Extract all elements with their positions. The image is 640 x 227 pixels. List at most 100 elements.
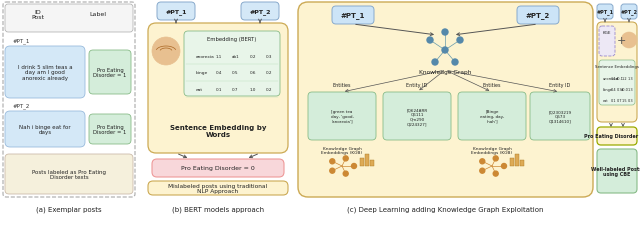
Circle shape xyxy=(502,164,506,169)
Circle shape xyxy=(442,48,448,54)
Text: Sentence Embeddings: Sentence Embeddings xyxy=(595,65,639,69)
Text: anorexia: anorexia xyxy=(196,55,215,59)
Text: Embedding (BERT): Embedding (BERT) xyxy=(207,37,257,42)
Text: binge: binge xyxy=(196,71,209,75)
Circle shape xyxy=(480,159,484,164)
Text: 1.5: 1.5 xyxy=(622,99,628,103)
FancyBboxPatch shape xyxy=(157,3,195,21)
Text: KGE: KGE xyxy=(603,31,611,35)
Text: 0.1: 0.1 xyxy=(611,99,616,103)
Text: [Binge
eating, day,
'nah']: [Binge eating, day, 'nah'] xyxy=(480,110,504,123)
Circle shape xyxy=(493,156,498,161)
Circle shape xyxy=(351,164,356,169)
Text: ID
Post: ID Post xyxy=(31,10,45,20)
Text: ab1: ab1 xyxy=(232,55,239,59)
Text: Sentence Embedding by
Words: Sentence Embedding by Words xyxy=(170,125,266,138)
Circle shape xyxy=(343,171,348,176)
FancyBboxPatch shape xyxy=(5,111,85,147)
Text: 0.2: 0.2 xyxy=(266,87,273,91)
Text: (a) Exemplar posts: (a) Exemplar posts xyxy=(36,206,102,212)
Text: 0.4: 0.4 xyxy=(215,71,221,75)
FancyBboxPatch shape xyxy=(148,181,288,195)
Text: +: + xyxy=(616,36,626,46)
FancyBboxPatch shape xyxy=(148,24,288,153)
Text: 1.3: 1.3 xyxy=(627,88,633,92)
Text: Well-labeled Posts
using CBE: Well-labeled Posts using CBE xyxy=(591,166,640,177)
Text: #PT_1: #PT_1 xyxy=(341,12,365,19)
FancyBboxPatch shape xyxy=(597,127,637,145)
FancyBboxPatch shape xyxy=(5,5,133,33)
Text: Entities: Entities xyxy=(333,83,351,88)
Text: #PT_1: #PT_1 xyxy=(13,38,30,44)
FancyBboxPatch shape xyxy=(184,32,280,96)
Text: [Q624ARR
Q6111
Qm290
Q224327]: [Q624ARR Q6111 Qm290 Q224327] xyxy=(406,108,428,125)
FancyBboxPatch shape xyxy=(517,7,559,25)
FancyBboxPatch shape xyxy=(530,93,590,140)
Text: Knowledge Graph
Embeddings (KGB): Knowledge Graph Embeddings (KGB) xyxy=(321,146,363,155)
Circle shape xyxy=(480,168,484,173)
Circle shape xyxy=(427,38,433,44)
Circle shape xyxy=(493,171,498,176)
Text: 1.1: 1.1 xyxy=(611,77,616,81)
Text: anorexia: anorexia xyxy=(603,77,618,81)
FancyBboxPatch shape xyxy=(152,159,284,177)
FancyBboxPatch shape xyxy=(5,154,133,194)
Text: eat: eat xyxy=(603,99,609,103)
Text: 0.5: 0.5 xyxy=(232,71,239,75)
Bar xyxy=(370,160,374,166)
Bar xyxy=(520,160,524,166)
Text: eat: eat xyxy=(196,87,203,91)
Text: binge: binge xyxy=(603,88,613,92)
Text: 0.6: 0.6 xyxy=(249,71,256,75)
Text: I drink 5 slim teas a
day am I good
anorexic already: I drink 5 slim teas a day am I good anor… xyxy=(18,64,72,81)
Text: #PT_1: #PT_1 xyxy=(596,9,614,15)
Bar xyxy=(510,158,514,166)
Text: 0.3: 0.3 xyxy=(616,88,622,92)
Circle shape xyxy=(152,38,180,66)
Text: 1.2: 1.2 xyxy=(622,77,628,81)
Text: Label: Label xyxy=(90,12,106,17)
Text: 0.7: 0.7 xyxy=(232,87,239,91)
Text: Posts labeled as Pro Eating
Disorder texts: Posts labeled as Pro Eating Disorder tex… xyxy=(32,169,106,180)
FancyBboxPatch shape xyxy=(308,93,376,140)
Circle shape xyxy=(330,168,335,173)
Text: 0.4: 0.4 xyxy=(611,88,616,92)
FancyBboxPatch shape xyxy=(458,93,526,140)
Text: Entity ID: Entity ID xyxy=(549,83,571,88)
Circle shape xyxy=(442,30,448,36)
Text: #PT_1: #PT_1 xyxy=(165,9,187,15)
Text: Nah i binge eat for
days: Nah i binge eat for days xyxy=(19,124,71,135)
FancyBboxPatch shape xyxy=(621,5,637,20)
Text: #PT_2: #PT_2 xyxy=(621,9,637,15)
Text: [green tea
day, 'good,
'anorexia']: [green tea day, 'good, 'anorexia'] xyxy=(331,110,353,123)
Text: Mislabeled posts using traditional
NLP Approach: Mislabeled posts using traditional NLP A… xyxy=(168,183,268,194)
Bar xyxy=(360,158,364,166)
FancyBboxPatch shape xyxy=(241,3,279,21)
Bar xyxy=(515,154,519,166)
FancyBboxPatch shape xyxy=(597,5,613,20)
FancyBboxPatch shape xyxy=(599,61,635,106)
Text: Entities: Entities xyxy=(483,83,501,88)
Text: Pro Eating
Disorder = 1: Pro Eating Disorder = 1 xyxy=(93,67,127,78)
Circle shape xyxy=(621,33,637,49)
Text: 0.2: 0.2 xyxy=(249,55,256,59)
Circle shape xyxy=(330,159,335,164)
Text: [Q2303219
Q573
Q1314610]: [Q2303219 Q573 Q1314610] xyxy=(548,110,572,123)
Text: 1.3: 1.3 xyxy=(627,77,633,81)
Text: #PT_2: #PT_2 xyxy=(13,103,30,108)
Text: 0.7: 0.7 xyxy=(616,99,622,103)
Circle shape xyxy=(457,38,463,44)
Text: (c) Deep Learning adding Knowledge Graph Exploitation: (c) Deep Learning adding Knowledge Graph… xyxy=(347,206,543,212)
Text: Pro Eating Disorder = 0: Pro Eating Disorder = 0 xyxy=(181,166,255,171)
FancyBboxPatch shape xyxy=(298,3,593,197)
Text: #PT_2: #PT_2 xyxy=(249,9,271,15)
FancyBboxPatch shape xyxy=(599,27,615,57)
FancyBboxPatch shape xyxy=(597,149,637,193)
FancyBboxPatch shape xyxy=(383,93,451,140)
FancyBboxPatch shape xyxy=(89,51,131,95)
Circle shape xyxy=(343,156,348,161)
FancyBboxPatch shape xyxy=(89,114,131,144)
Text: Pro Eating
Disorder = 1: Pro Eating Disorder = 1 xyxy=(93,124,127,135)
Text: 0.2: 0.2 xyxy=(266,71,273,75)
Text: Knowledge Graph
Embeddings (KGB): Knowledge Graph Embeddings (KGB) xyxy=(472,146,513,155)
